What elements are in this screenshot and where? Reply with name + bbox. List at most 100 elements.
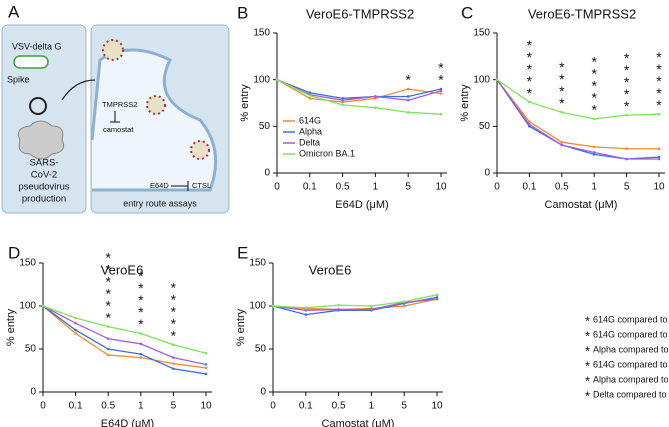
- significance-star: *: [105, 273, 111, 289]
- point: [528, 123, 531, 126]
- x-tick-label: 0: [270, 401, 276, 412]
- point: [406, 95, 410, 98]
- point: [560, 143, 564, 147]
- x-tick-label: 10: [653, 182, 665, 193]
- x-tick-label: 0.5: [101, 401, 115, 412]
- significance-star: *: [138, 304, 144, 320]
- point: [592, 153, 596, 156]
- y-tick-label: 150: [19, 258, 36, 269]
- point: [528, 100, 531, 104]
- label: TMPRSS2: [102, 100, 137, 109]
- point: [592, 117, 596, 121]
- x-tick-label: 0.1: [522, 182, 536, 193]
- label: production: [22, 194, 66, 205]
- y-tick-label: 50: [255, 344, 267, 355]
- significance-star: *: [624, 98, 630, 114]
- x-tick-label: 0: [40, 401, 46, 412]
- significance-star: *: [656, 61, 662, 77]
- significance-star: *: [138, 268, 144, 284]
- x-axis-label: E64D (μM): [101, 418, 154, 427]
- x-tick-label: 10: [435, 182, 447, 193]
- series-line: [42, 305, 207, 354]
- point: [204, 366, 208, 370]
- point: [592, 151, 596, 154]
- point: [106, 337, 110, 340]
- legend-label: 614G compared to Delta: [593, 329, 669, 339]
- label: E64D: [150, 181, 169, 190]
- significance-star: *: [559, 83, 565, 99]
- significance-star: *: [171, 327, 177, 343]
- point: [304, 306, 308, 310]
- significance-star: *: [624, 86, 630, 102]
- significance-star: *: [624, 62, 630, 78]
- x-tick-label: 1: [369, 401, 375, 412]
- x-tick-label: 0.1: [69, 401, 83, 412]
- point: [406, 98, 410, 102]
- significance-star: *: [624, 74, 630, 90]
- virus: [146, 95, 166, 115]
- point: [592, 145, 596, 149]
- series-line: [496, 79, 660, 120]
- point: [625, 157, 628, 161]
- label: CoV-2: [31, 170, 57, 181]
- panel-letter: E: [237, 243, 248, 262]
- point: [402, 300, 406, 304]
- x-tick-label: 0.5: [555, 182, 569, 193]
- legend-star: *: [585, 328, 590, 343]
- point: [439, 87, 443, 91]
- point: [439, 89, 443, 93]
- point: [204, 372, 208, 376]
- point: [304, 313, 308, 316]
- point: [528, 125, 531, 128]
- y-tick-label: 100: [473, 74, 490, 85]
- significance-star: *: [591, 54, 597, 70]
- x-tick-label: 0: [494, 182, 500, 193]
- significance-star: *: [591, 66, 597, 82]
- significance-star: *: [527, 49, 533, 65]
- point: [370, 304, 373, 308]
- y-tick-label: 50: [259, 121, 271, 132]
- legend-label: Alpha: [299, 126, 322, 136]
- significance-star: *: [656, 73, 662, 89]
- series-line: [42, 305, 207, 366]
- x-tick-label: 1: [373, 182, 379, 193]
- point: [74, 328, 77, 332]
- point: [139, 352, 143, 356]
- x-axis-label: E64D (μM): [335, 199, 388, 211]
- legend-label: 614G compared to Omicron BA.1: [593, 359, 669, 369]
- series-line: [42, 305, 207, 369]
- arrow: [61, 79, 96, 101]
- point: [308, 94, 312, 97]
- legend-label: Alpha compared to Delta: [593, 344, 669, 354]
- series-line: [42, 305, 207, 375]
- point: [74, 332, 77, 335]
- production-box: [1, 24, 87, 214]
- panel-letter: C: [461, 3, 473, 22]
- significance-star: *: [105, 297, 111, 313]
- y-tick-label: 0: [484, 168, 490, 179]
- point: [657, 157, 661, 161]
- series-line: [276, 79, 442, 103]
- point: [106, 353, 110, 357]
- point: [560, 140, 564, 144]
- significance-star: *: [171, 315, 177, 331]
- significance-star: *: [656, 97, 662, 113]
- significance-star: *: [171, 279, 177, 295]
- point: [657, 147, 661, 151]
- significance-star: *: [138, 316, 144, 332]
- y-tick-label: 150: [473, 28, 490, 39]
- point: [374, 106, 377, 109]
- series-line: [496, 79, 659, 150]
- series-line: [276, 79, 442, 101]
- legend-star: *: [585, 313, 590, 328]
- series-line: [272, 298, 438, 311]
- significance-star: *: [591, 78, 597, 94]
- y-axis-label: % entry: [239, 84, 251, 122]
- x-tick-label: 5: [401, 401, 407, 412]
- significance-star: *: [527, 61, 533, 77]
- label: CTSL: [192, 181, 211, 190]
- point: [139, 332, 143, 335]
- point: [625, 147, 628, 151]
- panel-letter: D: [8, 243, 20, 262]
- significance-star: *: [559, 95, 565, 111]
